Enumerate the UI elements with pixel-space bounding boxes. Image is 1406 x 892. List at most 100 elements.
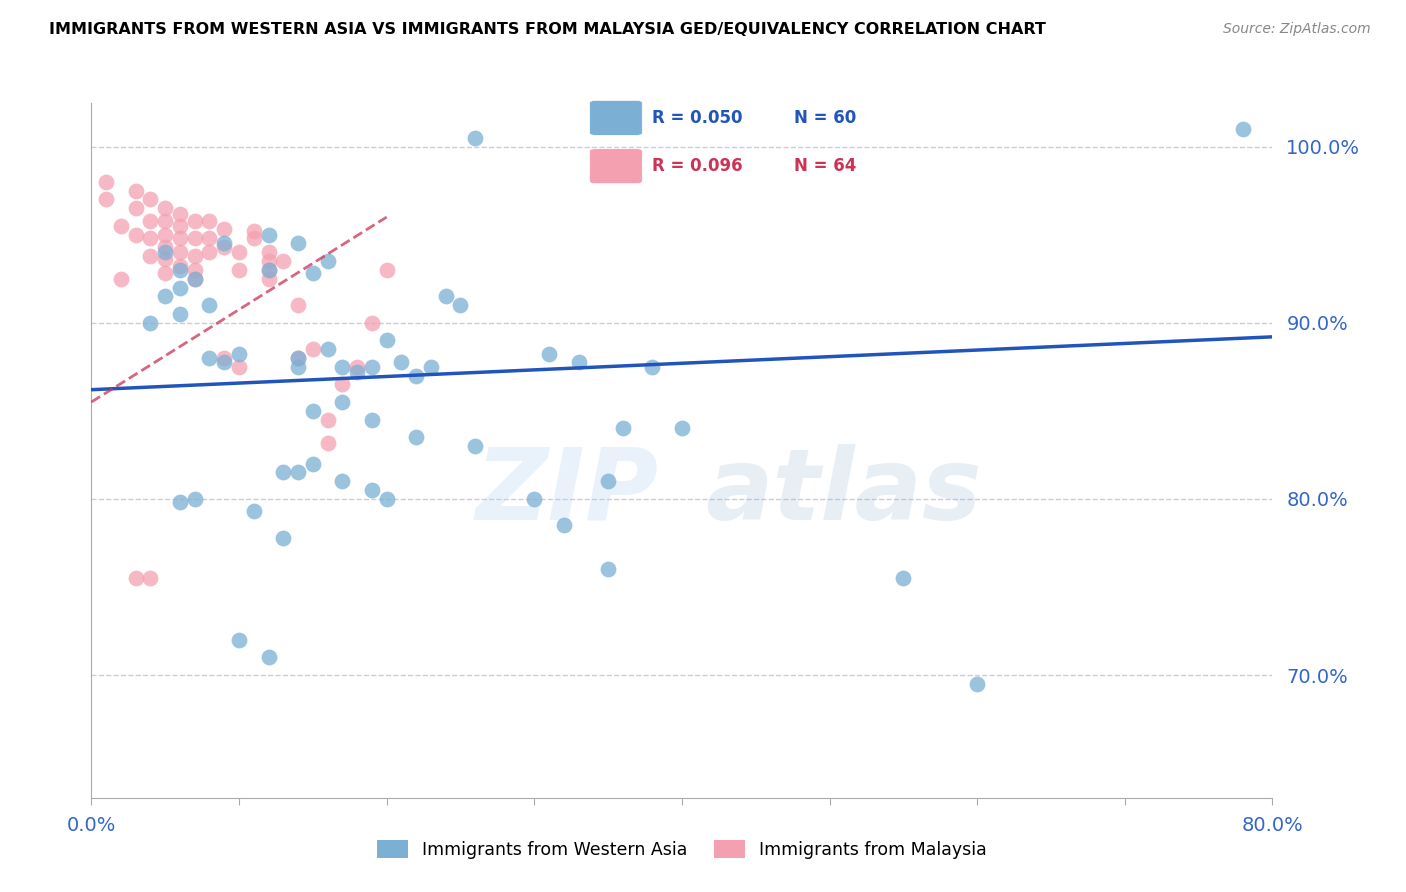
Point [169,280,191,294]
Point [228,245,250,260]
Point [257,245,280,260]
Text: ZIP: ZIP [475,443,658,541]
Point [375,334,398,348]
Point [316,435,339,450]
Point [316,254,339,268]
FancyBboxPatch shape [589,149,643,184]
Point [183,491,207,506]
Point [257,650,280,665]
Text: R = 0.096: R = 0.096 [651,157,742,175]
Point [139,316,162,330]
Point [139,571,162,585]
Point [966,677,988,691]
Point [287,466,309,480]
Point [287,359,309,374]
Text: atlas: atlas [706,443,981,541]
Point [287,298,309,312]
Point [153,240,177,254]
Point [641,359,664,374]
Point [464,439,486,453]
Point [169,219,191,233]
Point [214,222,236,236]
Point [257,263,280,277]
Point [96,175,118,189]
Point [139,231,162,245]
Point [389,354,413,368]
Point [214,351,236,365]
Point [183,231,207,245]
Point [228,359,250,374]
Point [612,421,634,435]
Point [301,267,323,281]
Point [346,365,368,379]
Point [139,249,162,263]
Point [301,342,323,356]
Point [434,289,457,303]
Point [273,466,295,480]
Point [153,245,177,260]
Point [257,271,280,285]
Point [243,224,266,238]
Point [1232,122,1254,136]
Point [169,260,191,274]
Point [257,227,280,242]
Point [169,307,191,321]
Point [110,271,132,285]
Point [183,271,207,285]
Point [124,184,148,198]
Point [198,298,221,312]
Point [169,495,191,509]
Point [375,491,398,506]
Point [198,245,221,260]
Point [287,351,309,365]
Point [450,298,472,312]
Point [360,483,382,497]
Point [301,404,323,418]
Point [405,430,427,444]
Point [198,351,221,365]
Point [214,236,236,251]
Point [332,395,354,409]
Point [405,368,427,383]
Point [360,412,382,426]
Point [301,457,323,471]
Text: IMMIGRANTS FROM WESTERN ASIA VS IMMIGRANTS FROM MALAYSIA GED/EQUIVALENCY CORRELA: IMMIGRANTS FROM WESTERN ASIA VS IMMIGRAN… [49,22,1046,37]
Point [346,359,368,374]
Text: N = 64: N = 64 [794,157,856,175]
Point [316,412,339,426]
Point [183,213,207,227]
Text: Source: ZipAtlas.com: Source: ZipAtlas.com [1223,22,1371,37]
Point [198,213,221,227]
Point [124,201,148,215]
Point [316,342,339,356]
Point [169,263,191,277]
FancyBboxPatch shape [589,101,643,136]
Point [124,571,148,585]
Point [893,571,915,585]
Point [596,562,619,576]
Point [228,263,250,277]
Point [287,236,309,251]
Point [214,240,236,254]
Point [228,347,250,361]
Point [596,475,619,489]
Point [273,531,295,545]
Point [124,227,148,242]
Point [96,193,118,207]
Point [243,231,266,245]
Point [183,263,207,277]
Point [375,263,398,277]
Point [419,359,441,374]
Point [332,359,354,374]
Point [243,504,266,518]
Point [273,254,295,268]
Point [169,231,191,245]
Point [671,421,693,435]
Point [169,206,191,220]
Point [153,201,177,215]
Point [553,518,575,533]
Point [110,219,132,233]
Text: N = 60: N = 60 [794,109,856,127]
Point [139,213,162,227]
Point [360,359,382,374]
